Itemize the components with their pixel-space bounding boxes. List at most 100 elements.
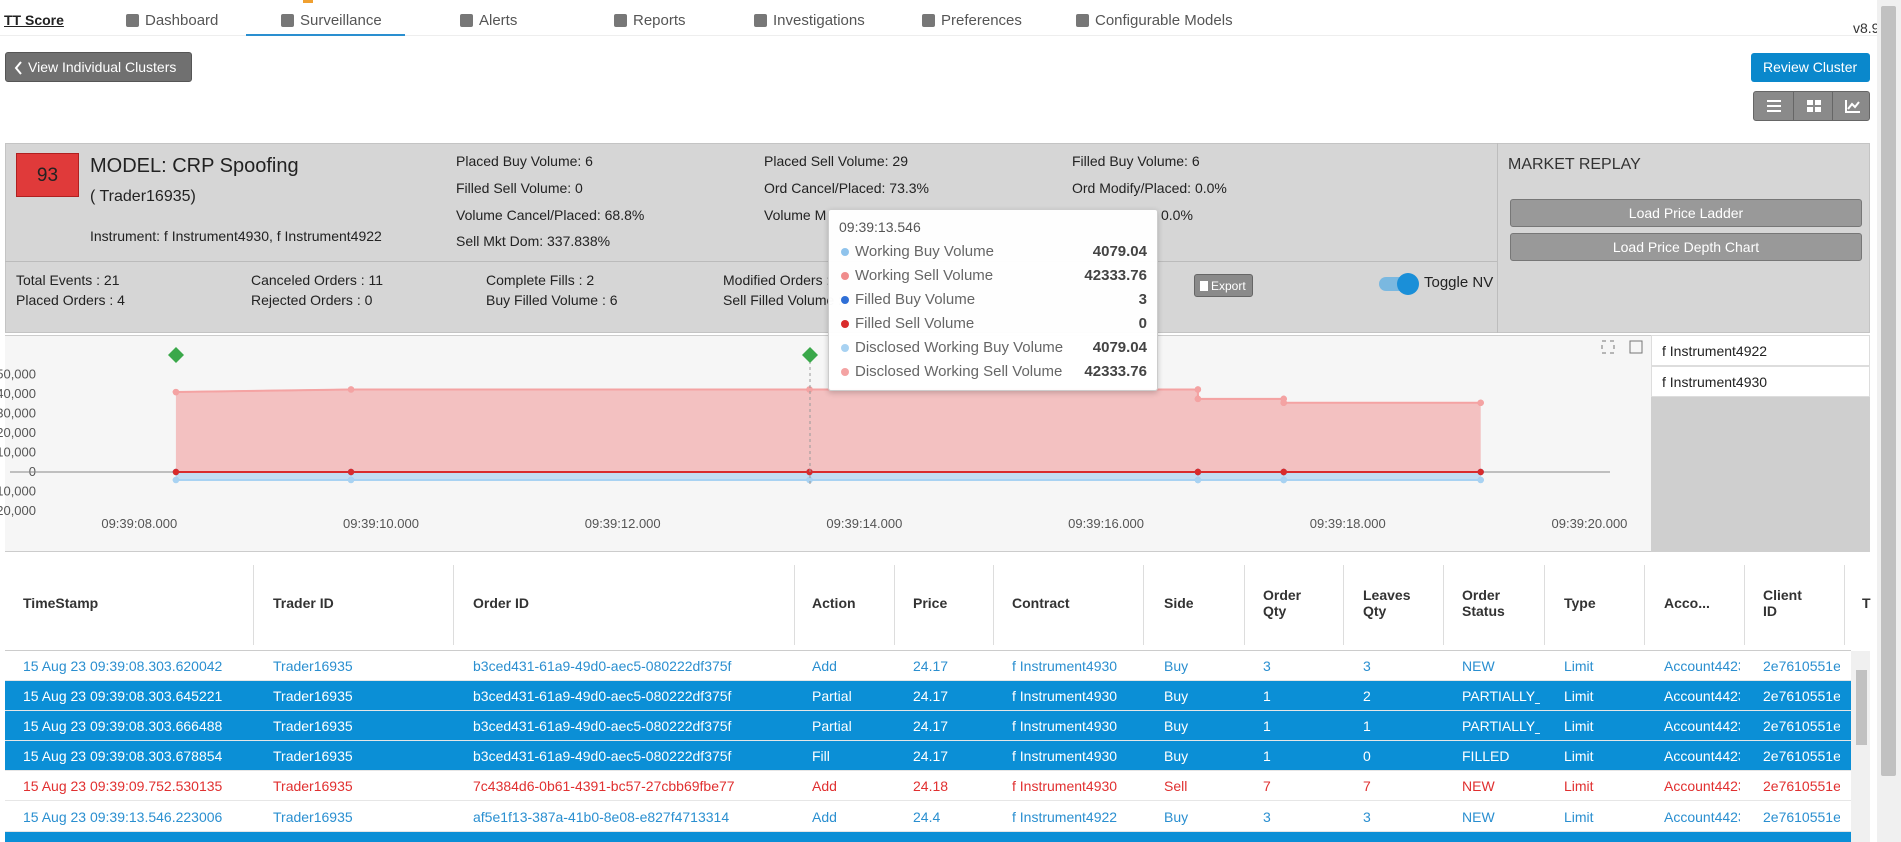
column-header[interactable]: Client ID (1763, 587, 1818, 619)
table-cell: 2e7610551ef (1763, 688, 1840, 704)
column-header[interactable]: T (1862, 595, 1871, 611)
view-icon (1845, 99, 1861, 113)
nav-item[interactable]: Surveillance (300, 12, 382, 29)
x-tick-label: 09:39:14.000 (826, 516, 902, 531)
table-cell: 7 (1363, 778, 1439, 794)
column-header[interactable]: Trader ID (273, 595, 334, 611)
table-scroll-thumb[interactable] (1856, 670, 1867, 745)
nav-icon (1074, 12, 1091, 29)
y-tick-label: -10,000 (0, 484, 36, 499)
table-row[interactable]: 15 Aug 23 09:39:08.303.620042Trader16935… (5, 651, 1851, 681)
tooltip-series-name: Working Sell Volume (855, 267, 993, 284)
nav-item[interactable]: Alerts (479, 12, 517, 29)
table-cell: 2e7610551ef (1763, 778, 1840, 794)
table-cell: 1 (1263, 718, 1339, 734)
column-header[interactable]: Order Status (1462, 587, 1517, 619)
instrument-row[interactable]: f Instrument4922 (1651, 335, 1870, 366)
table-row[interactable]: 15 Aug 23 09:39:13.546.223006Trader16935… (5, 802, 1851, 832)
data-point (348, 387, 353, 392)
score-badge: 93 (16, 153, 79, 197)
nav-icon (920, 12, 937, 29)
header-separator (1443, 565, 1444, 645)
view-toggle-group (1753, 91, 1870, 121)
view-toggle-button[interactable] (1793, 92, 1832, 120)
table-cell: 2e7610551ef (1763, 809, 1840, 825)
table-cell: Account4423 (1664, 658, 1740, 674)
view-toggle-button[interactable] (1754, 92, 1793, 120)
table-cell: 7 (1263, 778, 1339, 794)
market-replay-button[interactable]: Load Price Ladder (1510, 199, 1862, 227)
button-label: Load Price Ladder (1511, 205, 1861, 221)
header-separator (1244, 565, 1245, 645)
header-separator (253, 565, 254, 645)
table-cell: Trader16935 (273, 778, 449, 794)
table-cell: FILLED (1462, 748, 1540, 764)
table-cell: 1 (1263, 688, 1339, 704)
review-cluster-button[interactable]: Review Cluster (1751, 53, 1870, 82)
view-clusters-button[interactable]: View Individual Clusters (5, 52, 192, 82)
metric: Placed Buy Volume: 6 (456, 153, 593, 169)
version: v8.9 (1853, 20, 1879, 36)
table-cell: 3 (1263, 809, 1339, 825)
header-separator (1544, 565, 1545, 645)
table-cell: Trader16935 (273, 688, 449, 704)
table-row[interactable]: 15 Aug 23 09:39:08.303.666488Trader16935… (5, 711, 1851, 741)
column-header[interactable]: Order Qty (1263, 587, 1318, 619)
table-cell: Limit (1564, 688, 1640, 704)
table-cell: Partial (812, 718, 890, 734)
column-header[interactable]: Leaves Qty (1363, 587, 1418, 619)
table-cell: Trader16935 (273, 748, 449, 764)
tooltip-dot (841, 248, 849, 256)
header-separator (794, 565, 795, 645)
nav-item[interactable]: Dashboard (145, 12, 218, 29)
nav-item[interactable]: Configurable Models (1095, 12, 1233, 29)
table-cell: Add (812, 658, 890, 674)
data-point (1478, 400, 1483, 405)
brand[interactable]: TT Score (4, 12, 64, 28)
nav-item[interactable]: Preferences (941, 12, 1022, 29)
table-row[interactable]: 15 Aug 23 09:39:09.752.530135Trader16935… (5, 771, 1851, 801)
column-header[interactable]: Acco... (1664, 595, 1710, 611)
market-replay-button[interactable]: Load Price Depth Chart (1510, 233, 1862, 261)
top-accent (303, 0, 313, 3)
table-cell: f Instrument4930 (1012, 748, 1139, 764)
column-header[interactable]: Side (1164, 595, 1194, 611)
column-header[interactable]: Order ID (473, 595, 529, 611)
column-header[interactable]: Price (913, 595, 947, 611)
export-button[interactable]: Export (1194, 274, 1253, 297)
stat: Placed Orders : 4 (16, 292, 125, 308)
toggle-knob[interactable] (1397, 273, 1419, 295)
table-cell: 15 Aug 23 09:39:08.303.620042 (23, 658, 249, 674)
table-row[interactable]: 15 Aug 23 09:39:08.303.678854Trader16935… (5, 741, 1851, 771)
table-cell: 3 (1363, 809, 1439, 825)
view-toggle-button[interactable] (1832, 92, 1871, 120)
page-scroll-thumb[interactable] (1881, 6, 1896, 776)
tooltip-dot (841, 368, 849, 376)
table-cell: PARTIALLY_FI (1462, 718, 1540, 734)
data-point (173, 389, 178, 394)
data-point (1478, 477, 1483, 482)
column-header[interactable]: Action (812, 595, 856, 611)
table-cell: Account4423 (1664, 748, 1740, 764)
metric: Filled Buy Volume: 6 (1072, 153, 1200, 169)
stat: Buy Filled Volume : 6 (486, 292, 618, 308)
data-point (1478, 469, 1483, 474)
column-header[interactable]: Contract (1012, 595, 1070, 611)
nav-item[interactable]: Investigations (773, 12, 865, 29)
table-cell: NEW (1462, 778, 1540, 794)
column-header[interactable]: Type (1564, 595, 1596, 611)
x-tick-label: 09:39:08.000 (101, 516, 177, 531)
button-label: Load Price Depth Chart (1511, 239, 1861, 255)
table-cell: Account4423 (1664, 718, 1740, 734)
header-separator (453, 565, 454, 645)
table-cell: 2 (1363, 688, 1439, 704)
table-cell: 24.17 (913, 658, 989, 674)
nav-item[interactable]: Reports (633, 12, 686, 29)
instrument-row[interactable]: f Instrument4930 (1651, 366, 1870, 397)
table-cell: Trader16935 (273, 718, 449, 734)
column-header[interactable]: TimeStamp (23, 595, 98, 611)
x-tick-label: 09:39:12.000 (585, 516, 661, 531)
stat: Total Events : 21 (16, 272, 120, 288)
table-row[interactable]: 15 Aug 23 09:39:08.303.645221Trader16935… (5, 681, 1851, 711)
table-cell: Trader16935 (273, 809, 449, 825)
